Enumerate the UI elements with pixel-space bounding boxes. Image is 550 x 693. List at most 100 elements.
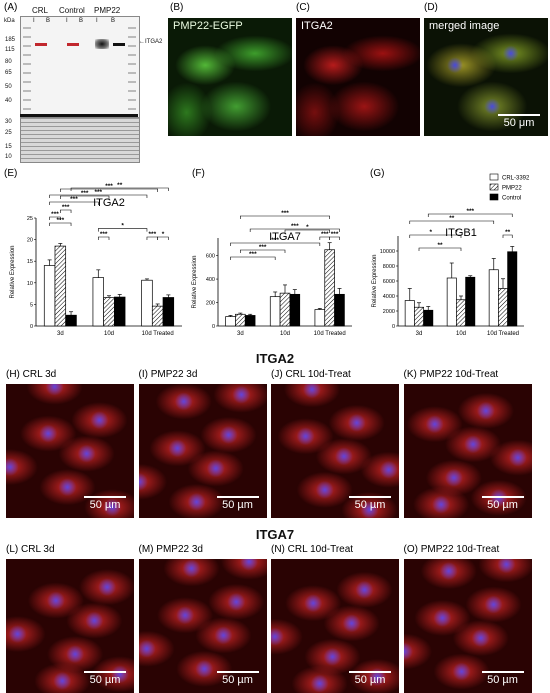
marker-65: 65 [5,70,12,76]
x-tick-label: 3d [237,331,244,337]
significance-bracket [451,234,462,238]
micrograph-caption-l: (L) CRL 3d [6,544,55,555]
section-title-itga2: ITGA2 [255,351,295,366]
marker-15: 15 [5,144,12,150]
caption-merged: merged image [429,20,500,32]
bar [244,315,256,327]
group-pmp22: PMP22 [94,6,121,15]
y-tick-label: 20 [27,238,33,244]
y-tick-label: 0 [392,324,395,330]
lane-3: I [66,18,68,24]
significance-label: ** [117,182,123,189]
blot-membrane-bottom [20,117,140,163]
significance-label: *** [259,244,267,251]
micrograph-caption-j: (J) CRL 10d-Treat [271,369,351,380]
y-tick-label: 400 [206,277,215,283]
legend-swatch [489,183,499,191]
bar [414,306,424,327]
bar [235,313,246,327]
band-pmp22-i [95,39,109,49]
scale-bar: 50 µm [216,671,259,686]
bar [54,245,67,327]
significance-bracket [60,209,72,213]
significance-label: *** [281,210,289,217]
panel-label-g: (G) [370,168,385,179]
significance-label: * [162,231,165,238]
micrograph-k: 50 µm [403,384,532,518]
bar [65,314,77,327]
significance-label: ** [449,215,455,222]
y-tick-label: 6000 [383,279,395,285]
x-tick-label: 3d [416,331,423,337]
bar [279,292,291,327]
y-tick-label: 15 [27,259,33,265]
scale-bar: 50 µm [349,671,391,686]
panel-label-d: (D) [424,2,438,13]
significance-label: * [429,229,432,236]
kda-label: kDa [4,18,15,24]
bar [423,309,434,327]
significance-label: *** [149,231,157,238]
lane-2: B [46,18,51,24]
micrograph-o: 50 µm [403,559,532,693]
legend-label: Control [502,196,521,202]
panel-label-f: (F) [192,168,205,179]
significance-bracket [230,242,321,246]
significance-label: *** [466,208,474,215]
significance-label: *** [291,223,299,230]
x-tick-label: 10d [104,331,114,337]
marker-10: 10 [5,154,12,160]
y-tick-label: 200 [206,301,215,307]
bar [465,276,476,327]
scale-bar: 50 µm [481,671,524,686]
significance-bracket [418,247,462,251]
chart-title: ITGA2 [93,197,125,209]
panel-label-b: (B) [170,2,184,13]
y-tick-label: 4000 [383,294,395,300]
bar [334,293,345,327]
lane-5: I [96,18,98,24]
bar [507,251,518,327]
significance-bracket [409,220,495,224]
x-tick-label: 10d Treated [314,331,346,337]
significance-bracket [502,234,513,238]
group-control: Control [59,6,85,15]
significance-label: *** [70,196,78,203]
bar [446,277,457,327]
micrograph-i: 50 µm [138,384,267,518]
significance-bracket [60,195,110,199]
bar [324,249,335,327]
blot-membrane-top [20,16,140,118]
chart-title: ITGA7 [269,231,301,243]
significance-label: *** [62,204,70,211]
chart-itgb1: ITGB1 Relative Expression 0 2000 4000 6000 800… [372,208,524,337]
micrograph-caption-h: (H) CRL 3d [6,369,57,380]
bar [151,305,164,327]
itga2-band-label: ←ITGA2 [139,39,163,45]
scale-bar: 50 µm [84,671,126,686]
scale-bar: 50 µm [481,496,524,511]
legend-swatch [489,193,499,201]
western-blot: kDa CRL Control PMP22 I B I B I B 185 11… [2,6,163,164]
marker-185: 185 [5,37,16,43]
charts-svg: ITGA2 Relative Expression 0 5 10 15 20 25 3d 10d 1… [10,173,530,337]
bar [92,277,104,327]
chart-ylabel: Relative Expression [192,255,198,308]
panel-label-c: (C) [296,2,310,13]
bar [162,297,175,327]
y-tick-label: 10 [27,281,33,287]
chart-title: ITGB1 [445,227,477,239]
micrograph-m: 50 µm [138,559,267,693]
significance-bracket [427,213,513,217]
x-tick-label: 10d Treated [142,331,174,337]
micrograph-l: 50 µm [6,559,134,693]
significance-bracket [49,201,99,205]
bar [114,296,126,327]
marker-80: 80 [5,59,12,65]
micrograph-caption-m: (M) PMP22 3d [138,544,203,555]
group-crl: CRL [32,6,49,15]
band-crl-i [35,43,47,46]
micrograph-n: 50 µm [271,559,399,693]
micrograph-caption-n: (N) CRL 10d-Treat [271,544,354,555]
significance-bracket [70,187,169,191]
